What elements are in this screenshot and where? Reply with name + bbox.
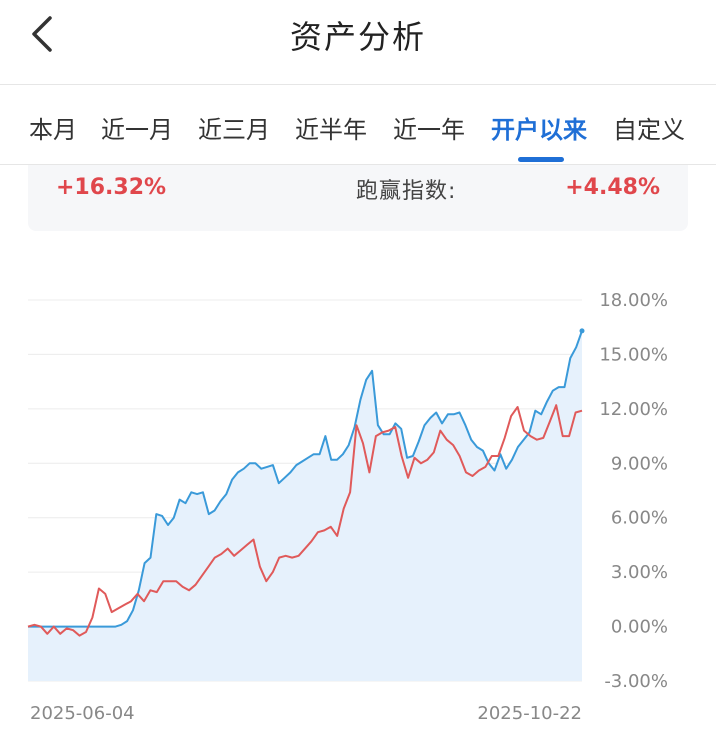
tab-last-half-year[interactable]: 近半年	[295, 116, 367, 144]
y-tick-label: 15.00%	[599, 344, 668, 365]
chevron-left-icon[interactable]	[26, 12, 60, 56]
tab-last-1-year[interactable]: 近一年	[393, 116, 465, 144]
tab-custom[interactable]: 自定义	[613, 116, 685, 144]
series-fill-area	[28, 330, 582, 681]
x-axis-start-label: 2025-06-04	[30, 703, 135, 724]
beat-index-value: +4.48%	[565, 175, 660, 200]
page-title: 资产分析	[289, 18, 426, 56]
tab-this-month[interactable]: 本月	[29, 116, 77, 144]
summary-card: +16.32% 跑赢指数: +4.48%	[28, 165, 688, 231]
y-tick-label: 12.00%	[599, 399, 668, 420]
tab-last-3-months[interactable]: 近三月	[198, 116, 270, 144]
y-tick-label: 18.00%	[599, 290, 668, 311]
y-axis-tick-labels: 18.00% 15.00% 12.00% 9.00% 6.00% 3.00% 0.00% -3…	[599, 290, 668, 692]
return-line-chart: 18.00% 15.00% 12.00% 9.00% 6.00% 3.00% 0.00% -3…	[27, 290, 668, 724]
y-tick-label: -3.00%	[604, 671, 668, 692]
y-tick-label: 6.00%	[611, 508, 668, 529]
header-bar: 资产分析	[0, 0, 716, 85]
portfolio-return-line	[28, 330, 583, 628]
index-return-line	[27, 404, 583, 637]
beat-index-label: 跑赢指数:	[356, 179, 457, 204]
active-tab-indicator	[518, 157, 564, 162]
tab-last-1-month[interactable]: 近一月	[101, 116, 173, 144]
series-lines	[27, 328, 585, 637]
series-fill-areas	[28, 330, 582, 681]
tab-since-account-open[interactable]: 开户以来	[491, 116, 587, 144]
y-tick-label: 9.00%	[611, 453, 668, 474]
series-end-point	[579, 328, 585, 334]
y-tick-label: 0.00%	[611, 617, 668, 638]
total-return-value: +16.32%	[56, 175, 167, 200]
y-tick-label: 3.00%	[611, 562, 668, 583]
x-axis-end-label: 2025-10-22	[477, 703, 582, 724]
period-tabs: 本月 近一月 近三月 近半年 近一年 开户以来 自定义	[0, 84, 716, 165]
